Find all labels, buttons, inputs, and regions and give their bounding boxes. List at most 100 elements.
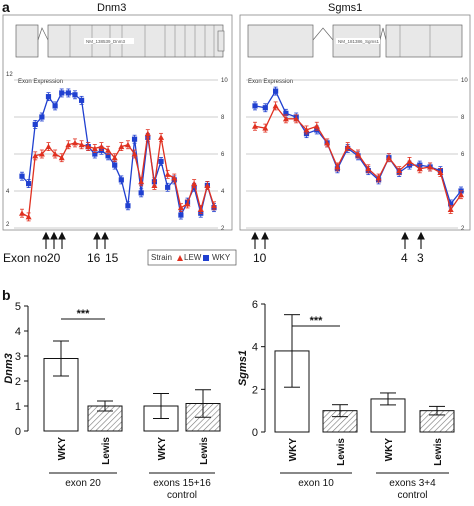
right-tick-label: 2 — [221, 226, 225, 232]
dnm3-plot — [19, 88, 217, 222]
lew-point — [324, 139, 331, 146]
lew-point — [447, 206, 454, 212]
y-tick-label: 0 — [252, 427, 258, 439]
sgms1-gene-title: Sgms1 — [328, 2, 362, 14]
dnm3-exon-20-label: 20 — [47, 251, 61, 265]
right-tick-label: 4 — [221, 189, 225, 195]
lew-point — [85, 143, 92, 150]
significance-label: *** — [310, 315, 324, 327]
category-label: Lewis — [433, 438, 444, 466]
strain-legend: Strain LEW WKY — [147, 249, 237, 266]
sgms1-grid — [246, 79, 458, 229]
dnm3-left-tick-top: 12 — [6, 72, 13, 78]
lew-point — [131, 151, 138, 157]
lew-point — [262, 125, 269, 131]
lew-point — [45, 143, 52, 150]
right-tick-label: 6 — [221, 152, 225, 158]
lew-point — [118, 143, 125, 150]
lew-point — [98, 143, 105, 150]
y-axis-label: Dnm3 — [3, 353, 15, 384]
lew-point — [124, 141, 131, 148]
wky-point — [252, 103, 258, 109]
category-label: WKY — [157, 437, 168, 461]
right-tick-label: 8 — [221, 115, 225, 121]
dnm3-gene-model: NM_138539_Dnm3 — [15, 24, 225, 58]
right-tick-label: 10 — [461, 78, 468, 84]
lew-point — [25, 213, 32, 220]
lew-point — [427, 163, 434, 170]
y-tick-label: 2 — [15, 376, 21, 388]
group-label: exon 10 — [298, 478, 334, 489]
wky-point — [52, 103, 58, 109]
category-label: WKY — [288, 438, 299, 462]
dnm3-exon-arrows — [42, 231, 109, 249]
group-sublabel: control — [397, 490, 427, 501]
wky-point — [262, 105, 268, 111]
lew-point — [184, 200, 191, 207]
lew-point — [355, 151, 361, 157]
panel-b-label: b — [2, 287, 11, 303]
wky-point — [78, 97, 85, 103]
lew-point — [197, 206, 204, 212]
y-axis-label: Sgms1 — [237, 350, 249, 386]
lew-point — [19, 210, 25, 216]
dnm3-gene-title: Dnm3 — [97, 2, 126, 14]
lew-point — [313, 123, 320, 129]
category-label: Lewis — [101, 437, 112, 465]
wky-point — [165, 184, 171, 190]
group-sublabel: control — [167, 490, 197, 501]
y-tick-label: 0 — [15, 426, 21, 438]
sgms1-bar-chart: 0 2 4 6 Sgms1 WKY Lewis WKY Lewis *** exon 10 exons… — [237, 299, 455, 501]
wky-point — [19, 173, 25, 179]
wky-point — [72, 92, 78, 98]
wky-point — [39, 114, 45, 120]
wky-point — [45, 94, 52, 100]
series-line-wky — [254, 89, 462, 206]
lew-point — [105, 147, 112, 153]
lew-point — [252, 123, 258, 129]
dnm3-transcript-label: NM_138539_Dnm3 — [86, 39, 126, 44]
sgms1-exon-4-label: 4 — [401, 251, 408, 265]
group-label: exons 15+16 — [153, 478, 211, 489]
legend-wky-marker — [203, 255, 209, 261]
sgms1-gene-model: NM_181386_Sgms1 — [247, 24, 463, 58]
wky-point — [32, 121, 38, 127]
lew-point — [385, 154, 392, 161]
lew-point — [52, 151, 59, 157]
lew-point — [91, 145, 98, 151]
dnm3-left-tick-mid: 4 — [6, 189, 10, 195]
lew-point — [303, 126, 310, 133]
sgms1-transcript-label: NM_181386_Sgms1 — [338, 39, 380, 44]
sgms1-frame — [239, 14, 471, 231]
sgms1-ylabel: Exon Expression — [248, 79, 293, 85]
dnm3-bar-chart: 0 1 2 3 4 5 Dnm3 WKY Lewis WKY Lewis *** exon 20 exon… — [3, 301, 221, 501]
lew-point — [58, 154, 65, 161]
sgms1-plot — [252, 86, 464, 214]
wky-point — [65, 90, 71, 96]
dnm3-ylabel: Exon Expression — [18, 79, 63, 85]
lew-point — [344, 143, 351, 150]
lew-point — [138, 178, 145, 185]
sgms1-exon-3-label: 3 — [417, 251, 424, 265]
wky-point — [448, 201, 454, 207]
wky-point — [273, 88, 279, 94]
lew-point — [151, 182, 158, 188]
wky-point — [138, 190, 144, 196]
wky-point — [131, 136, 138, 142]
lew-point — [458, 191, 464, 198]
category-label: WKY — [384, 438, 395, 462]
y-tick-label: 3 — [15, 351, 21, 363]
y-tick-label: 1 — [15, 401, 21, 413]
dnm3-frame — [2, 14, 233, 231]
dnm3-left-tick-bottom: 2 — [6, 222, 10, 228]
exon-number-label: Exon no. — [3, 251, 50, 265]
lew-point — [171, 175, 178, 181]
dnm3-exon-15-label: 15 — [105, 251, 119, 265]
legend-title: Strain — [151, 253, 172, 262]
lew-point — [111, 154, 118, 161]
wky-point — [112, 162, 118, 168]
lew-point — [211, 202, 217, 209]
category-label: Lewis — [199, 437, 210, 465]
lew-point — [158, 134, 165, 140]
lew-point — [71, 139, 78, 146]
